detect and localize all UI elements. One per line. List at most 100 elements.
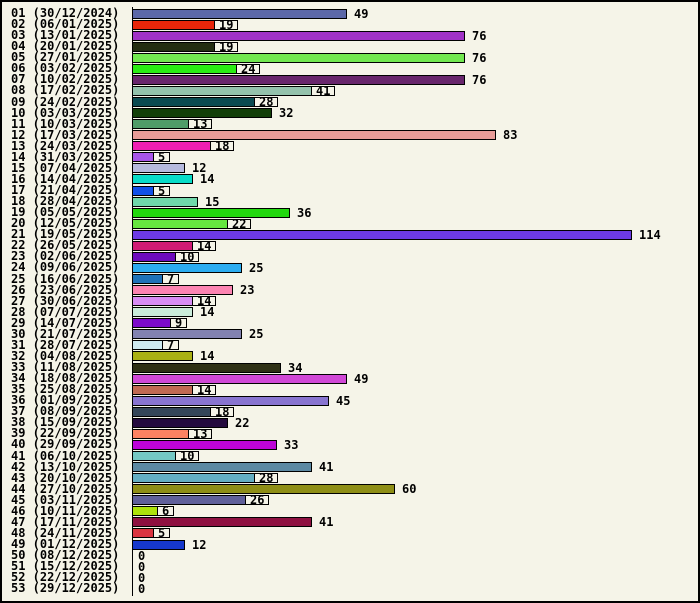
chart-row: 03 (13/01/2025) 76 [2,29,698,42]
bar [132,384,193,395]
bar-area: 5 [132,151,698,163]
chart-row: 22 (26/05/2025) 14 [2,239,698,252]
bar [132,484,395,495]
bar-area: 19 [132,41,698,53]
bar [132,262,242,273]
bar [132,207,290,218]
value-label: 0 [138,559,146,574]
bar [132,373,347,384]
bar [132,340,163,351]
week-label: 53 (29/12/2025) [11,581,120,596]
chart-row: 18 (28/04/2025) 15 [2,194,698,209]
bar [132,41,215,52]
week-label: 10 (03/03/2025) [11,105,120,120]
bar-area: 41 [132,460,698,475]
week-label: 25 (16/06/2025) [11,271,120,286]
bar-area: 5 [132,527,698,539]
week-label: 46 (10/11/2025) [11,503,120,518]
chart-row: 09 (24/02/2025) 28 [2,96,698,108]
week-label: 41 (06/10/2025) [11,448,120,463]
bar [132,473,255,484]
bar [132,395,329,406]
value-label: 12 [192,537,207,552]
chart-row: 30 (21/07/2025) 25 [2,328,698,341]
week-label: 08 (17/02/2025) [11,83,120,98]
bar-area: 18 [132,406,698,418]
chart-row: 48 (24/11/2025) 5 [2,525,698,540]
bar [132,218,228,229]
value-label: 15 [205,194,220,209]
chart-row: 02 (06/01/2025) 19 [2,17,698,32]
week-label: 48 (24/11/2025) [11,525,120,540]
week-label: 31 (28/07/2025) [11,337,120,352]
value-label: 14 [200,349,215,364]
chart-row: 51 (15/12/2025) 0 [2,559,698,574]
bar-area: 32 [132,107,698,119]
bar [132,417,228,428]
week-label: 04 (20/01/2025) [11,39,120,54]
value-label: 76 [472,50,487,65]
chart-row: 38 (15/09/2025) 22 [2,416,698,429]
bar-area: 9 [132,317,698,329]
bar-area: 13 [132,118,698,130]
bar-area: 45 [132,393,698,408]
bar-area: 49 [132,371,698,386]
bar-area: 12 [132,537,698,552]
bar-area: 14 [132,384,698,396]
week-label: 21 (19/05/2025) [11,227,120,242]
chart-row: 33 (11/08/2025) 34 [2,361,698,374]
chart-row: 35 (25/08/2025) 14 [2,383,698,396]
week-label: 02 (06/01/2025) [11,17,120,32]
chart-row: 40 (29/09/2025) 33 [2,438,698,451]
chart-row: 44 (27/10/2025) 60 [2,483,698,496]
chart-row: 14 (31/03/2025) 5 [2,151,698,163]
chart-row: 27 (30/06/2025) 14 [2,295,698,307]
week-label: 43 (20/10/2025) [11,470,120,485]
value-label: 18 [210,140,235,152]
week-label: 15 (07/04/2025) [11,160,120,175]
value-label: 83 [503,128,518,143]
chart-row: 32 (04/08/2025) 14 [2,349,698,364]
bar [132,196,198,207]
chart-row: 41 (06/10/2025) 10 [2,448,698,463]
week-label: 23 (02/06/2025) [11,249,120,264]
chart-row: 05 (27/01/2025) 76 [2,50,698,65]
bar [132,141,211,152]
value-label: 25 [249,260,264,275]
chart-row: 47 (17/11/2025) 41 [2,515,698,530]
value-label: 45 [336,393,351,408]
chart-row: 52 (22/12/2025) 0 [2,571,698,584]
bar [132,229,632,240]
bar [132,185,154,196]
chart-row: 53 (29/12/2025) 0 [2,581,698,596]
bar [132,52,465,63]
bar-area: 24 [132,63,698,75]
week-label: 45 (03/11/2025) [11,492,120,507]
bar [132,74,465,85]
value-label: 0 [138,548,146,563]
value-label: 19 [214,41,239,53]
week-label: 26 (23/06/2025) [11,282,120,297]
bar [132,462,312,473]
bar [132,495,246,506]
value-label: 49 [354,371,369,386]
value-label: 23 [240,283,255,298]
bar-area: 15 [132,194,698,209]
chart-row: 19 (05/05/2025) 36 [2,206,698,219]
bar [132,85,312,96]
bar-area: 33 [132,439,698,451]
week-label: 37 (08/09/2025) [11,404,120,419]
bar-area: 22 [132,218,698,230]
value-label: 41 [319,515,334,530]
bar [132,119,189,130]
value-label: 41 [319,460,334,475]
value-label: 14 [192,295,217,307]
bar-area: 34 [132,362,698,374]
bar [132,506,158,517]
value-label: 26 [245,494,270,506]
chart-row: 25 (16/06/2025) 7 [2,271,698,286]
chart-row: 04 (20/01/2025) 19 [2,39,698,54]
bar-area: 0 [132,548,698,563]
bar [132,517,312,528]
week-label: 12 (17/03/2025) [11,127,120,142]
